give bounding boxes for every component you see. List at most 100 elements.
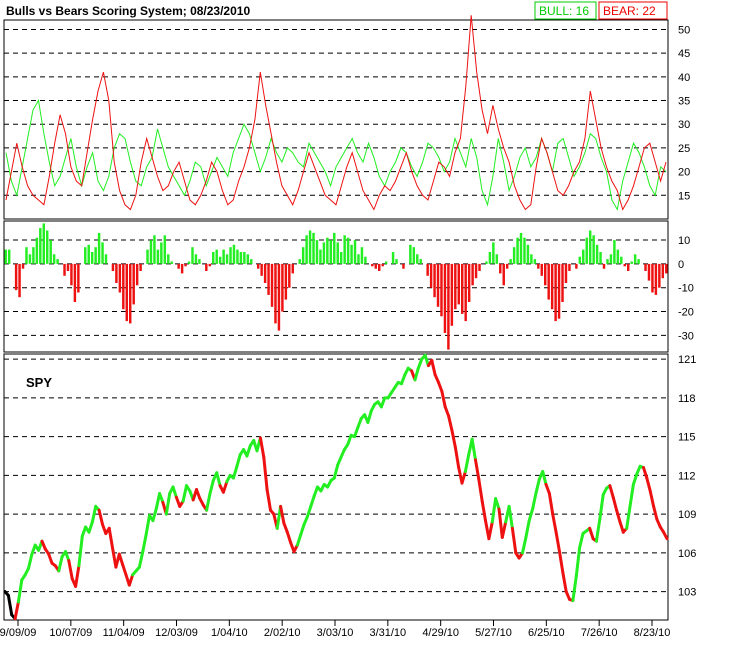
price-segment (117, 552, 125, 566)
x-tick-label: 3/03/10 (317, 627, 354, 639)
net-score-bar (364, 256, 367, 264)
price-segment (470, 437, 477, 462)
x-tick-label: 6/25/10 (528, 627, 565, 639)
net-score-bar (519, 232, 523, 264)
price-segment (551, 512, 558, 534)
net-score-bar (620, 256, 623, 264)
price-segment (208, 479, 215, 495)
price-segment (144, 513, 151, 537)
net-score-bar (284, 263, 288, 300)
price-segment (221, 480, 229, 494)
score-axis-tick-label: 15 (678, 190, 690, 202)
price-segment (507, 504, 514, 530)
net-score-bar (378, 263, 381, 271)
net-score-bar (149, 240, 153, 264)
x-tick-label: 8/23/10 (634, 627, 671, 639)
x-tick-label: 3/31/10 (369, 627, 406, 639)
net-score-bar (544, 263, 547, 286)
net-score-bar (505, 263, 509, 269)
net-score-bar (222, 249, 225, 264)
price-segment (494, 497, 501, 511)
net-score-bar (661, 263, 665, 279)
price-segment (450, 428, 457, 449)
price-segment (121, 563, 128, 577)
net-score-bar (49, 240, 52, 264)
net-score-bar (205, 263, 208, 271)
price-segment (164, 492, 172, 516)
price-segment (295, 533, 303, 547)
price-segment (524, 519, 531, 539)
net-score-bar (516, 237, 519, 264)
price-segment (265, 488, 272, 512)
series-bear-line (5, 15, 667, 211)
price-segment (27, 552, 34, 570)
net-score-bar (277, 263, 281, 331)
price-segment (400, 373, 407, 386)
price-segment (628, 482, 635, 508)
price-segment (652, 504, 659, 521)
x-tick-label: 10/07/09 (49, 627, 92, 639)
score-axis-tick-label: 30 (678, 119, 690, 131)
net-score-bar (187, 261, 191, 264)
net-score-bar (523, 237, 526, 264)
price-segment (443, 405, 451, 418)
price-segment (87, 520, 94, 534)
price-segment (541, 470, 548, 486)
price-segment (611, 495, 619, 512)
price-segment (305, 504, 313, 519)
net-score-bar (118, 263, 122, 293)
price-segment (171, 485, 178, 499)
net-score-bar (73, 263, 77, 302)
net-score-bar (454, 263, 457, 310)
net-score-bar (14, 263, 18, 291)
price-segment (262, 455, 269, 492)
price-segment (447, 414, 454, 432)
net-score-bar (139, 263, 142, 271)
net-score-bar (225, 254, 229, 264)
net-score-bar (236, 249, 239, 264)
net-score-bar (602, 263, 606, 269)
net-score-bar (32, 247, 35, 264)
bear-badge: BEAR: 22 (598, 1, 668, 20)
net-score-bar (260, 263, 263, 276)
net-score-bar (132, 263, 135, 305)
net-score-bar (395, 259, 398, 264)
score-axis-tick-label: 25 (678, 143, 690, 155)
price-segment (558, 550, 565, 574)
price-axis-tick-label: 118 (678, 393, 696, 405)
price-segment (195, 488, 202, 501)
net-score-bar (270, 263, 274, 307)
net-score-bar (512, 247, 516, 264)
price-segment (500, 520, 508, 539)
net-score-bar (84, 247, 87, 264)
net-score-bar (357, 254, 360, 264)
price-segment (77, 534, 84, 568)
net-score-bar (561, 263, 564, 302)
score-axis-tick-label: 50 (678, 24, 690, 36)
price-segment (574, 546, 582, 578)
net-score-bar (319, 249, 322, 264)
net-score-bar (381, 263, 384, 267)
net-score-bar (443, 263, 447, 333)
net-score-bar (18, 263, 21, 298)
price-segment (245, 444, 252, 458)
price-segment (309, 494, 316, 508)
price-segment (151, 507, 158, 523)
price-segment (571, 574, 578, 603)
net-score-bar (46, 230, 49, 264)
net-score-bar (312, 232, 315, 264)
net-score-bar (70, 263, 73, 286)
net-score-bar (630, 261, 633, 264)
price-segment (430, 359, 437, 377)
net-score-bar (129, 263, 132, 324)
net-score-bar (585, 237, 588, 264)
net-score-bar (97, 232, 101, 264)
net-score-bar (180, 263, 184, 274)
net-score-bar (360, 247, 364, 264)
net-score-bar (457, 263, 460, 305)
price-axis-tick-label: 121 (678, 354, 696, 366)
price-segment (141, 533, 148, 554)
net-score-bar (440, 263, 443, 317)
